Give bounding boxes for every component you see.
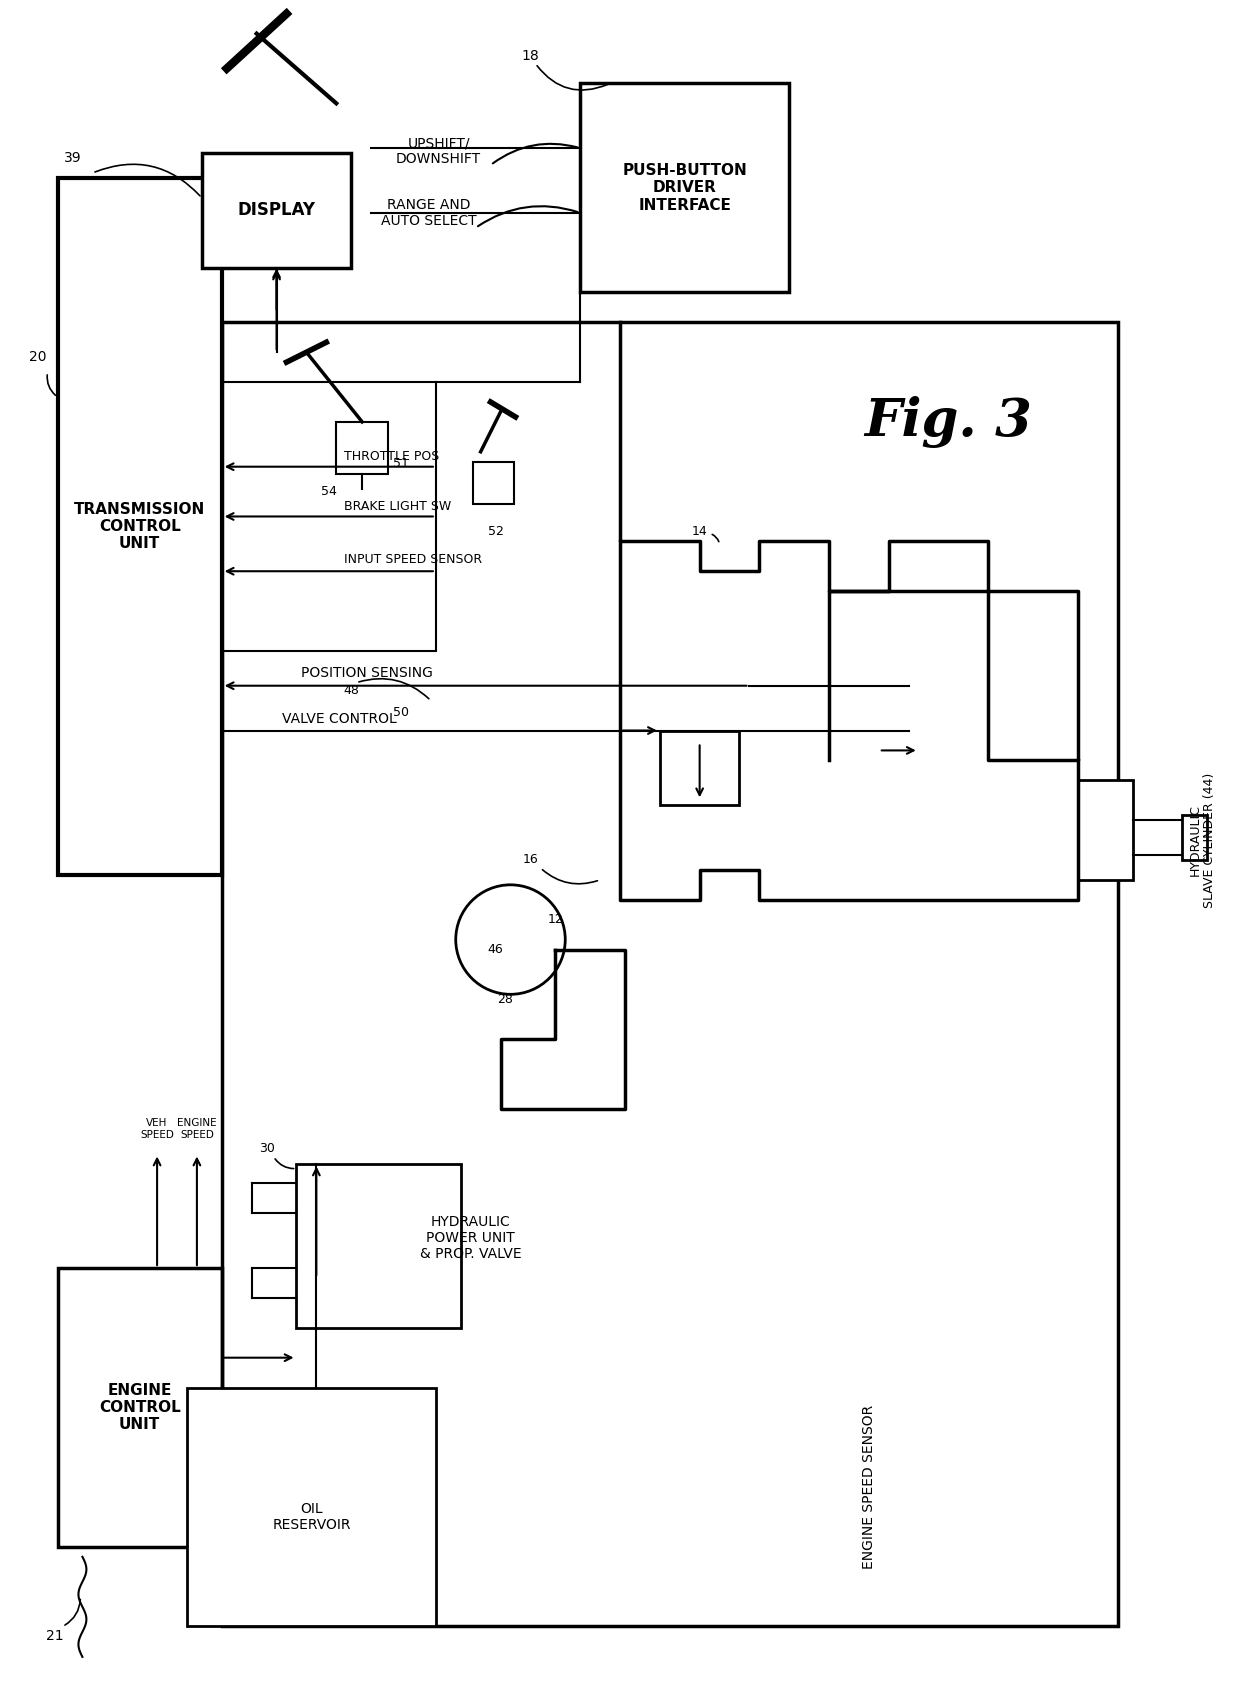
Bar [57, 1268, 222, 1546]
Text: TRANSMISSION
CONTROL
UNIT: TRANSMISSION CONTROL UNIT [74, 501, 206, 552]
Circle shape [456, 885, 565, 994]
Bar [472, 463, 515, 503]
Text: ENGINE
CONTROL
UNIT: ENGINE CONTROL UNIT [99, 1382, 181, 1433]
Bar [1078, 780, 1132, 879]
Bar [222, 381, 435, 652]
Text: 14: 14 [692, 525, 708, 538]
Text: 39: 39 [63, 152, 82, 165]
Text: INPUT SPEED SENSOR: INPUT SPEED SENSOR [343, 552, 482, 565]
Bar [222, 322, 1117, 1627]
Bar [202, 154, 351, 268]
Text: VALVE CONTROL: VALVE CONTROL [281, 712, 397, 726]
Text: 51: 51 [393, 457, 409, 471]
Text: 16: 16 [522, 854, 538, 866]
Text: UPSHIFT/
DOWNSHIFT: UPSHIFT/ DOWNSHIFT [396, 137, 481, 165]
Text: ENGINE SPEED SENSOR: ENGINE SPEED SENSOR [862, 1404, 875, 1570]
Text: 46: 46 [487, 944, 503, 955]
Text: BRAKE LIGHT SW: BRAKE LIGHT SW [343, 500, 451, 513]
Text: OIL
RESERVOIR: OIL RESERVOIR [272, 1502, 351, 1533]
Text: 48: 48 [343, 684, 360, 697]
Text: DISPLAY: DISPLAY [238, 201, 315, 219]
Text: THROTTLE POS: THROTTLE POS [343, 451, 439, 463]
Text: VEH
SPEED: VEH SPEED [140, 1117, 174, 1139]
Text: ENGINE
SPEED: ENGINE SPEED [177, 1117, 217, 1139]
Text: 20: 20 [29, 349, 46, 365]
Text: 30: 30 [259, 1143, 274, 1155]
Text: 21: 21 [46, 1629, 63, 1644]
Text: 52: 52 [487, 525, 503, 538]
Bar [336, 422, 388, 474]
Text: Fig. 3: Fig. 3 [864, 397, 1033, 447]
Text: 18: 18 [522, 49, 539, 62]
Bar [1183, 815, 1208, 859]
Text: HYDRAULIC
SLAVE CYLINDER (44): HYDRAULIC SLAVE CYLINDER (44) [1188, 773, 1216, 908]
Text: 54: 54 [321, 484, 337, 498]
Text: RANGE AND
AUTO SELECT: RANGE AND AUTO SELECT [381, 197, 476, 228]
Text: POSITION SENSING: POSITION SENSING [301, 665, 433, 680]
Text: 50: 50 [393, 706, 409, 719]
Text: HYDRAULIC
POWER UNIT
& PROP. VALVE: HYDRAULIC POWER UNIT & PROP. VALVE [420, 1215, 522, 1261]
Bar [296, 1163, 461, 1328]
Bar [187, 1388, 435, 1627]
Bar [580, 83, 789, 292]
Text: 12: 12 [547, 913, 563, 927]
Bar [57, 177, 222, 874]
Text: PUSH-BUTTON
DRIVER
INTERFACE: PUSH-BUTTON DRIVER INTERFACE [622, 164, 746, 213]
Bar [660, 731, 739, 805]
Text: 28: 28 [497, 993, 513, 1006]
